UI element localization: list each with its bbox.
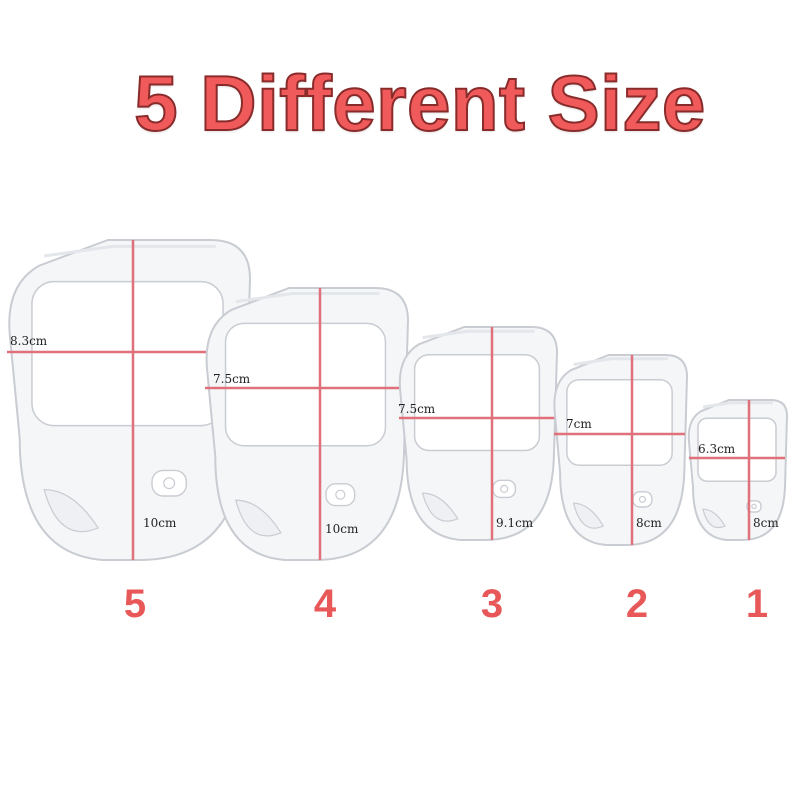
size-number-2: 2 xyxy=(625,582,649,626)
shell-knob-2 xyxy=(632,491,653,508)
shell-leaf-cutout-1 xyxy=(702,508,726,529)
height-label-1: 8cm xyxy=(753,516,779,530)
shell-knob-dot-1 xyxy=(751,503,757,510)
page-title: 5 Different Size xyxy=(133,58,706,148)
shell-knob-1 xyxy=(746,500,762,513)
shell-highlight-1 xyxy=(702,401,773,409)
width-label-5: 8.3cm xyxy=(10,334,48,348)
shell-window-5 xyxy=(31,280,224,427)
size-number-1: 1 xyxy=(745,582,769,626)
shell-knob-5 xyxy=(151,469,187,497)
shell-highlight-5 xyxy=(43,244,216,258)
shell-highlight-3 xyxy=(422,329,535,340)
shell-knob-dot-2 xyxy=(638,495,647,503)
height-label-4: 10cm xyxy=(325,522,359,536)
width-label-1: 6.3cm xyxy=(698,442,736,456)
shell-knob-dot-3 xyxy=(500,484,509,494)
size-number-4: 4 xyxy=(313,582,337,626)
shell-knob-dot-5 xyxy=(163,477,176,490)
shell-leaf-cutout-2 xyxy=(572,502,605,529)
shell-window-4 xyxy=(224,322,387,447)
shell-leaf-cutout-5 xyxy=(43,488,99,533)
shell-window-3 xyxy=(413,353,541,452)
height-label-2: 8cm xyxy=(636,516,662,530)
shell-highlight-2 xyxy=(573,357,669,366)
shell-knob-4 xyxy=(325,483,356,507)
shell-window-2 xyxy=(566,378,673,466)
width-label-4: 7.5cm xyxy=(213,372,251,386)
height-label-5: 10cm xyxy=(143,516,177,530)
shell-highlight-4 xyxy=(235,291,380,304)
width-label-2: 7cm xyxy=(566,417,592,431)
shell-leaf-cutout-3 xyxy=(421,492,459,522)
shell-leaf-cutout-4 xyxy=(235,499,282,537)
shell-window-1 xyxy=(697,417,777,482)
size-number-5: 5 xyxy=(123,582,147,626)
size-number-3: 3 xyxy=(480,582,504,626)
shell-knob-3 xyxy=(492,479,517,499)
width-label-3: 7.5cm xyxy=(398,402,436,416)
shell-knob-dot-4 xyxy=(335,489,346,500)
height-label-3: 9.1cm xyxy=(496,516,534,530)
